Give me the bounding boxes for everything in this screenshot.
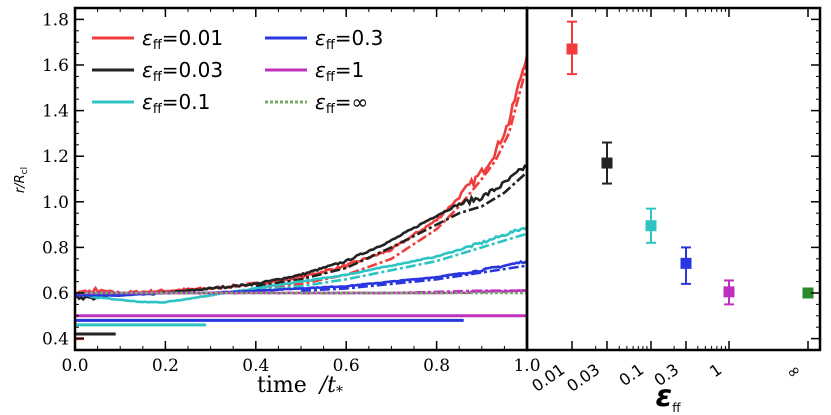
right-x-axis-label: εff	[656, 379, 682, 415]
data-point-4	[723, 286, 735, 298]
legend-symbol: ε	[142, 90, 153, 114]
data-point-3	[680, 257, 692, 269]
y-tick-label: 1.0	[42, 193, 69, 213]
legend-value: =0.03	[162, 58, 223, 82]
legend-value: =0.3	[335, 26, 384, 50]
legend-sub: ff	[153, 70, 163, 85]
legend-label-0: εff=0.01	[142, 26, 223, 53]
legend-symbol: ε	[315, 58, 326, 82]
y-axis-label-sub: cl	[20, 167, 30, 174]
data-point-0	[566, 43, 578, 55]
legend-label-2: εff=0.1	[142, 90, 210, 117]
y-tick-label: 1.2	[42, 147, 69, 167]
right-plot-frame	[525, 6, 822, 352]
legend-sub: ff	[326, 38, 336, 53]
legend-value: =∞	[335, 90, 368, 114]
right-x-axis-label-sub: ff	[672, 401, 681, 415]
right-x-axis-label-symbol: ε	[656, 379, 673, 414]
x-tick-label: 0.8	[423, 356, 450, 376]
right-data-points	[566, 20, 814, 306]
left-axis-ticks: 0.0 0.2 0.4 0.6 0.8 1.0 0.4 0.6 0.8 1.0 1.2 1.4 1.6 1…	[42, 8, 541, 376]
right-x-tick-label: 0.1	[616, 360, 648, 390]
legend-sub: ff	[326, 70, 336, 85]
legend-symbol: ε	[142, 26, 153, 50]
y-tick-label: 0.8	[42, 238, 69, 258]
x-tick-label: 1.0	[513, 356, 540, 376]
legend-sub: ff	[153, 38, 163, 53]
x-axis-label: time /t*	[257, 373, 343, 400]
right-x-tick-label: ∞	[782, 360, 804, 383]
right-x-tick-label: 0.03	[563, 360, 603, 396]
legend-sub: ff	[326, 102, 336, 117]
y-tick-label: 0.6	[42, 284, 69, 304]
x-axis-label-sub: *	[336, 384, 343, 400]
legend-label-4: εff=1	[315, 58, 364, 85]
y-tick-label: 1.4	[42, 102, 69, 122]
x-axis-label-unit: /t	[318, 373, 336, 398]
legend-label-5: εff=∞	[315, 90, 368, 117]
legend-value: =1	[335, 58, 364, 82]
y-axis-label-main: r/R	[13, 174, 28, 193]
y-tick-label: 1.8	[42, 10, 69, 30]
x-tick-label: 0.0	[61, 356, 88, 376]
legend-symbol: ε	[315, 90, 326, 114]
series-dashdot-line-1	[255, 171, 528, 288]
legend-symbol: ε	[142, 58, 153, 82]
legend-label-3: εff=0.3	[315, 26, 383, 53]
data-point-2	[645, 220, 657, 232]
legend-sub: ff	[153, 102, 163, 117]
y-axis-label: r/Rcl	[13, 167, 30, 193]
left-panel: 0.0 0.2 0.4 0.6 0.8 1.0 0.4 0.6 0.8 1.0 1.2 1.4 1.6 1…	[13, 6, 541, 400]
y-tick-label: 1.6	[42, 56, 69, 76]
data-point-1	[601, 157, 613, 169]
legend-value: =0.1	[162, 90, 211, 114]
right-x-tick-label: 1	[706, 360, 725, 381]
x-tick-label: 0.2	[152, 356, 179, 376]
left-series-lines	[73, 55, 529, 304]
y-tick-label: 0.4	[42, 330, 69, 350]
legend-value: =0.01	[162, 26, 223, 50]
series-line-2	[74, 225, 528, 304]
x-axis-label-main: time	[257, 373, 307, 398]
x-tick-label: 0.6	[333, 356, 360, 376]
series-dashdot-line-2	[255, 232, 528, 292]
legend-symbol: ε	[315, 26, 326, 50]
left-length-bars	[75, 314, 527, 341]
x-tick-label: 0.4	[242, 356, 269, 376]
series-dashdot-line-0	[255, 64, 529, 290]
right-panel: 0.010.03 0.1 0.3 1 ∞ εff	[525, 6, 822, 415]
legend-label-1: εff=0.03	[142, 58, 223, 85]
